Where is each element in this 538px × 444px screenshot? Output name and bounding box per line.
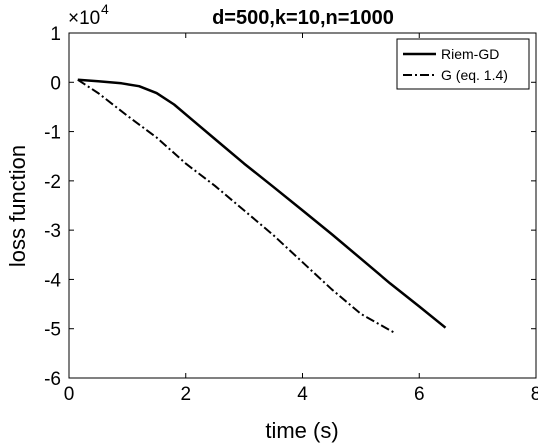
legend-label-riem-gd: Riem-GD xyxy=(441,46,499,62)
y-tick-label: -6 xyxy=(44,369,61,390)
axis-ticks: 0 2 4 6 810-1-2-3-4-5-6 xyxy=(44,24,538,405)
y-tick-label: -4 xyxy=(44,270,61,291)
x-tick-label: 8 xyxy=(531,384,538,405)
series-line-riem-gd xyxy=(77,78,447,329)
y-tick-label: -3 xyxy=(44,221,61,242)
series-lines xyxy=(77,78,447,335)
y-multiplier-base: ×10 xyxy=(68,8,100,29)
x-tick-label: 4 xyxy=(297,384,308,405)
chart-title: d=500,k=10,n=1000 xyxy=(212,7,394,29)
y-tick-label: 1 xyxy=(50,24,61,45)
y-tick-label: -2 xyxy=(44,172,61,193)
legend-label-g: G (eq. 1.4) xyxy=(441,67,508,83)
x-tick-label: 0 xyxy=(64,384,75,405)
y-tick-label: -1 xyxy=(44,123,61,144)
legend-box xyxy=(396,38,530,90)
y-tick-label: -5 xyxy=(44,320,61,341)
x-tick-label: 2 xyxy=(180,384,191,405)
legend: Riem-GD G (eq. 1.4) xyxy=(396,38,530,90)
x-tick-label: 6 xyxy=(414,384,425,405)
y-tick-label: 0 xyxy=(50,73,61,94)
x-axis-label: time (s) xyxy=(265,418,338,443)
y-multiplier: ×10 4 xyxy=(68,1,109,29)
series-line-g-eq-1-4 xyxy=(77,78,397,335)
y-multiplier-exponent: 4 xyxy=(101,1,109,17)
y-axis-label: loss function xyxy=(5,145,30,267)
